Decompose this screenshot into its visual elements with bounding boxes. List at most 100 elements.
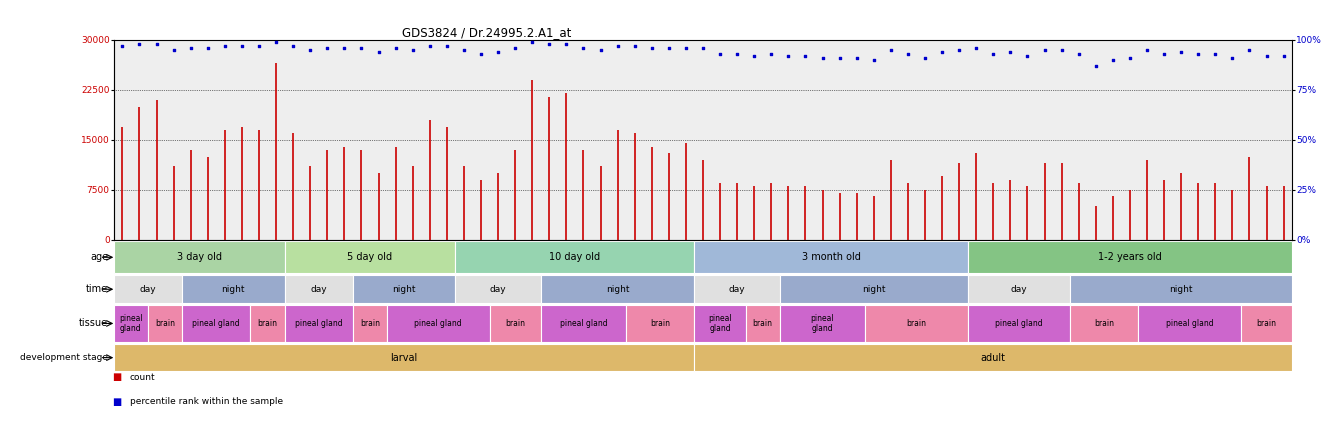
Text: night: night (222, 285, 245, 294)
Point (1137, 47, 1158, 54)
Text: brain: brain (360, 319, 380, 328)
Point (163, 47, 185, 54)
Point (265, 39, 287, 46)
Point (1153, 51, 1174, 58)
Bar (746, 305, 779, 341)
Bar (353, 275, 455, 303)
Text: age: age (90, 252, 108, 262)
Point (300, 47, 321, 54)
Bar (627, 305, 695, 341)
Bar (865, 305, 968, 341)
Text: day: day (1011, 285, 1027, 294)
Text: pineal gland: pineal gland (560, 319, 608, 328)
Bar (285, 242, 455, 274)
Point (778, 52, 799, 59)
Bar (114, 275, 182, 303)
Point (864, 56, 885, 63)
Point (384, 44, 406, 52)
Point (111, 43, 133, 50)
Text: brain: brain (1256, 319, 1276, 328)
Bar (779, 305, 865, 341)
Text: pineal gland: pineal gland (295, 319, 343, 328)
Bar (1241, 305, 1292, 341)
Bar (1138, 305, 1241, 341)
Point (743, 52, 765, 59)
Point (761, 51, 782, 58)
Point (368, 48, 390, 56)
Text: 10 day old: 10 day old (549, 252, 600, 262)
Point (129, 40, 150, 48)
Bar (182, 275, 285, 303)
Point (521, 39, 542, 46)
Point (1256, 52, 1277, 59)
Point (1000, 48, 1022, 56)
Bar (353, 305, 387, 341)
Point (795, 52, 817, 59)
Point (146, 40, 167, 48)
Point (573, 44, 595, 52)
Point (1051, 47, 1073, 54)
Point (811, 55, 833, 62)
Point (1273, 52, 1295, 59)
Text: night: night (605, 285, 629, 294)
Point (1239, 47, 1260, 54)
Point (897, 51, 919, 58)
Text: brain: brain (155, 319, 175, 328)
Text: 5 day old: 5 day old (347, 252, 392, 262)
Point (932, 48, 953, 56)
Text: time: time (86, 284, 108, 294)
Bar (779, 275, 968, 303)
Point (692, 44, 714, 52)
Bar (695, 275, 779, 303)
Text: 3 day old: 3 day old (177, 252, 222, 262)
Point (556, 40, 577, 48)
Text: percentile rank within the sample: percentile rank within the sample (130, 397, 283, 406)
Text: pineal
gland: pineal gland (708, 314, 732, 333)
Point (453, 47, 474, 54)
Bar (455, 242, 695, 274)
Point (915, 55, 936, 62)
Bar (1070, 305, 1138, 341)
Bar (387, 305, 490, 341)
Point (948, 47, 969, 54)
Point (419, 43, 441, 50)
Text: day: day (728, 285, 746, 294)
Text: larval: larval (391, 353, 418, 363)
Bar (968, 242, 1292, 274)
Point (437, 43, 458, 50)
Bar (695, 305, 746, 341)
Text: brain: brain (1094, 319, 1114, 328)
Text: pineal gland: pineal gland (415, 319, 462, 328)
Point (248, 43, 269, 50)
Point (505, 44, 526, 52)
Point (487, 48, 509, 56)
Bar (250, 305, 285, 341)
Text: brain: brain (753, 319, 773, 328)
Point (351, 44, 372, 52)
Point (316, 44, 337, 52)
Text: 3 month old: 3 month old (802, 252, 861, 262)
Point (1102, 56, 1123, 63)
Text: development stage: development stage (20, 353, 108, 362)
Text: day: day (311, 285, 327, 294)
Text: adult: adult (980, 353, 1006, 363)
Point (983, 51, 1004, 58)
Point (607, 43, 628, 50)
Point (470, 51, 491, 58)
Point (657, 44, 679, 52)
Text: night: night (1169, 285, 1193, 294)
Bar (182, 305, 250, 341)
Point (1188, 51, 1209, 58)
Point (1069, 51, 1090, 58)
Text: brain: brain (651, 319, 671, 328)
Point (624, 43, 645, 50)
Point (829, 55, 850, 62)
Point (1016, 52, 1038, 59)
Point (197, 44, 218, 52)
Text: pineal gland: pineal gland (995, 319, 1043, 328)
Point (710, 51, 731, 58)
Bar (285, 305, 353, 341)
Text: night: night (392, 285, 416, 294)
Text: pineal gland: pineal gland (193, 319, 240, 328)
Point (727, 51, 749, 58)
